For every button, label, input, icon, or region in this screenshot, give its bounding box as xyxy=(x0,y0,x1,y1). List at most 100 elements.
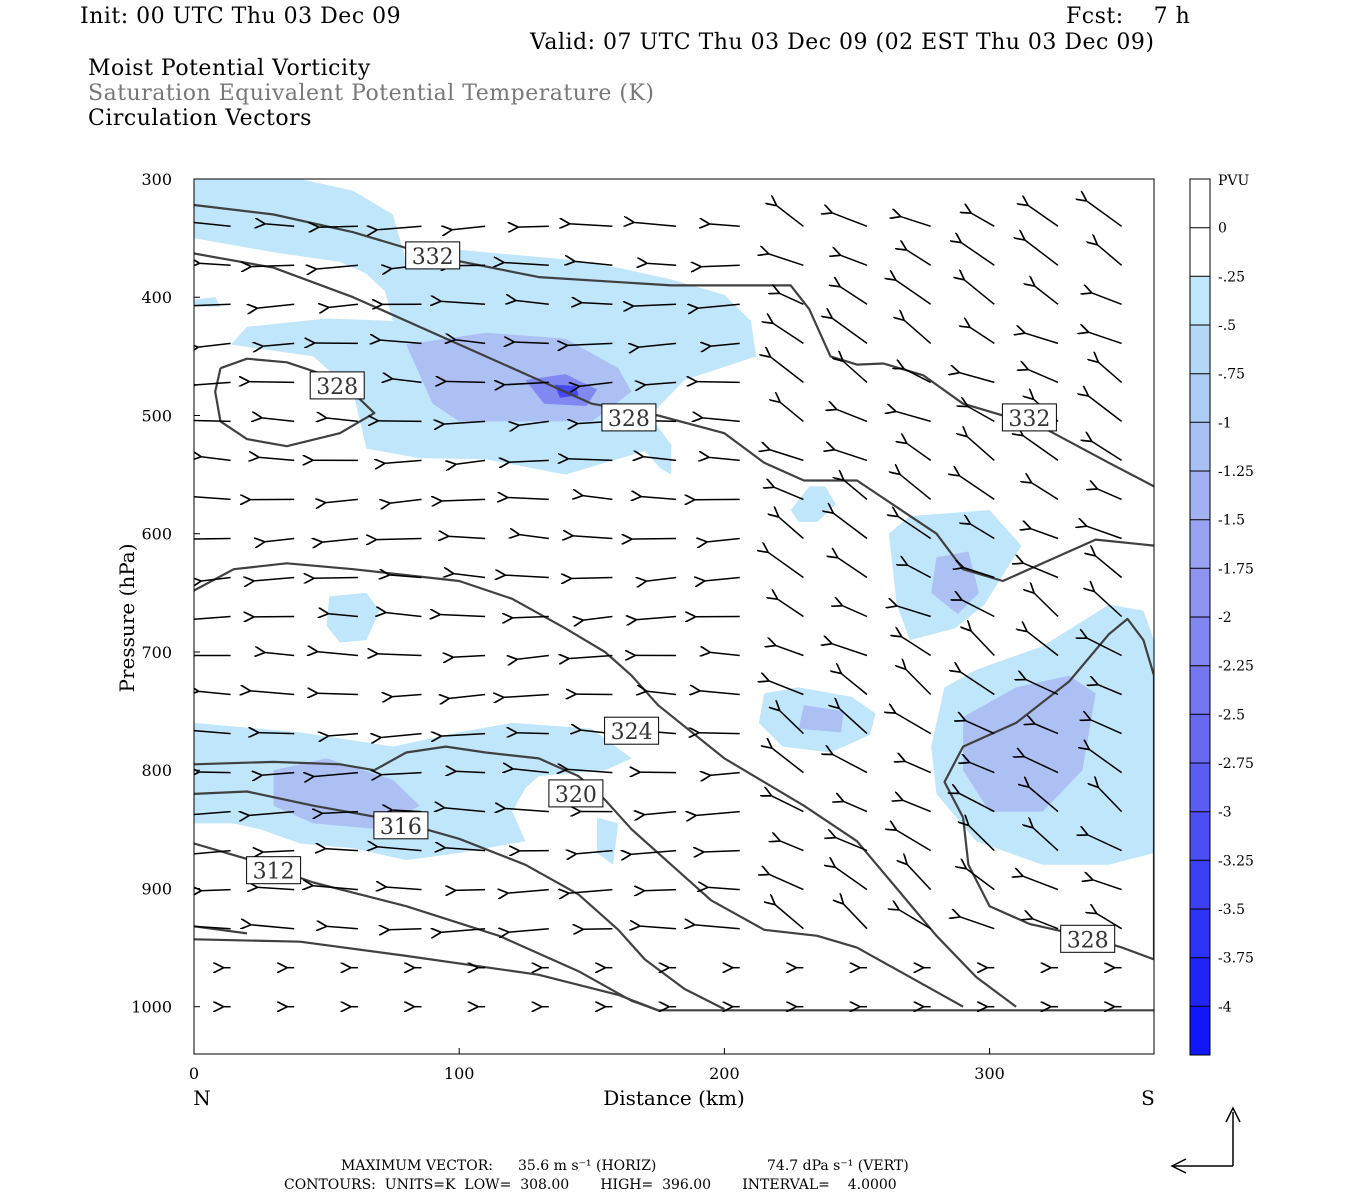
circulation-vector xyxy=(380,773,422,775)
colorbar-swatch xyxy=(1190,227,1210,277)
circulation-vector xyxy=(970,630,995,657)
circulation-vector xyxy=(517,226,549,227)
circulation-vector xyxy=(834,449,868,462)
circulation-vector xyxy=(903,320,932,344)
colorbar-label: -.5 xyxy=(1218,318,1236,334)
circulation-vector xyxy=(639,772,677,773)
circulation-vector xyxy=(389,499,422,503)
circulation-vector xyxy=(640,497,677,500)
circulation-vector xyxy=(194,303,231,307)
contour-label-box xyxy=(405,241,461,270)
circulation-vector xyxy=(194,537,231,540)
circulation-vector xyxy=(903,368,932,384)
circulation-vector xyxy=(325,849,358,851)
circulation-vector xyxy=(328,734,358,736)
circulation-vector xyxy=(833,513,868,540)
circulation-vector xyxy=(836,409,868,423)
circulation-vector xyxy=(639,926,677,929)
circulation-vector xyxy=(1022,435,1059,462)
circulation-vector xyxy=(1097,684,1122,696)
circulation-vector xyxy=(566,769,613,772)
circulation-vector xyxy=(709,652,740,655)
max-vector-label: MAXIMUM VECTOR: xyxy=(341,1158,493,1174)
mpv-region xyxy=(194,179,757,475)
circulation-vector xyxy=(774,904,804,930)
x-tick-label: 100 xyxy=(444,1064,475,1083)
circulation-vector xyxy=(958,793,995,813)
circulation-vector xyxy=(965,720,995,735)
circulation-vector xyxy=(1022,563,1059,579)
contour-label-box xyxy=(309,371,365,400)
colorbar-label: -2 xyxy=(1218,610,1232,626)
circulation-vector xyxy=(313,773,358,777)
colorbar-label: -1.25 xyxy=(1218,464,1254,480)
circulation-vector xyxy=(646,691,677,694)
circulation-vector xyxy=(831,318,868,345)
circulation-vector xyxy=(1025,679,1059,696)
contour-label-box xyxy=(601,403,657,432)
contour-label: 328 xyxy=(316,375,358,400)
circulation-vector xyxy=(1098,362,1123,383)
circulation-vector xyxy=(575,851,613,854)
colorbar-swatch xyxy=(1190,957,1210,1007)
contour-label-box xyxy=(548,779,604,808)
colorbar-unit: PVU xyxy=(1218,173,1250,189)
circulation-vector xyxy=(831,213,868,228)
circulation-vector xyxy=(959,917,995,930)
circulation-vector xyxy=(504,808,549,811)
circulation-vector xyxy=(455,890,486,891)
circulation-vector xyxy=(1022,876,1059,891)
circulation-vector xyxy=(896,830,932,852)
circulation-vector xyxy=(377,654,422,656)
circulation-vector xyxy=(452,656,486,658)
plot-frame xyxy=(193,178,1155,1055)
circulation-vector xyxy=(1097,489,1122,501)
circulation-vector xyxy=(504,575,549,577)
circulation-vector xyxy=(253,578,295,582)
contour-label-box xyxy=(246,856,302,885)
circulation-vector xyxy=(385,613,422,617)
circulation-vector xyxy=(906,443,932,462)
circulation-vector xyxy=(376,226,422,230)
circulation-vector xyxy=(1091,293,1122,306)
mpv-core xyxy=(798,705,844,733)
circulation-vector xyxy=(194,615,231,621)
circulation-vector xyxy=(451,226,486,230)
circulation-vector xyxy=(262,343,295,346)
circulation-vector xyxy=(1024,333,1059,345)
circulation-vector xyxy=(313,578,358,579)
mpv-region xyxy=(326,592,380,643)
circulation-vector xyxy=(895,280,932,305)
circulation-vector xyxy=(702,418,740,422)
circulation-vector xyxy=(582,496,613,500)
circulation-vector xyxy=(779,293,804,305)
circulation-vector xyxy=(567,343,613,345)
init-time-label: Init: 00 UTC Thu 03 Dec 09 xyxy=(80,4,402,29)
circulation-vector xyxy=(1089,749,1123,774)
circulation-vector xyxy=(571,578,613,579)
circulation-vector xyxy=(455,460,486,464)
x-tick-label: 300 xyxy=(974,1064,1005,1083)
circulation-vector xyxy=(1086,200,1123,227)
circulation-vector xyxy=(772,323,804,345)
circulation-vector xyxy=(961,600,995,618)
circulation-vector xyxy=(835,837,868,852)
x-tick-label: 200 xyxy=(709,1064,740,1083)
circulation-vector xyxy=(768,254,804,267)
circulation-vector xyxy=(1094,591,1123,618)
circulation-vector xyxy=(1095,555,1123,579)
colorbar-swatch xyxy=(1190,1006,1210,1056)
colorbar-swatch xyxy=(1190,519,1210,569)
colorbar-label: -3.75 xyxy=(1218,951,1254,967)
circulation-vector xyxy=(318,226,358,227)
circulation-vector xyxy=(1027,369,1059,384)
reference-vector-icon xyxy=(1170,1106,1241,1174)
field-title-mpv: Moist Potential Vorticity xyxy=(88,56,371,81)
circulation-vector xyxy=(960,672,995,696)
circulation-vector xyxy=(516,656,549,660)
circulation-vector xyxy=(264,539,295,542)
y-tick-label: 600 xyxy=(141,525,172,544)
y-tick-label: 500 xyxy=(141,406,172,425)
circulation-vector xyxy=(897,516,932,540)
